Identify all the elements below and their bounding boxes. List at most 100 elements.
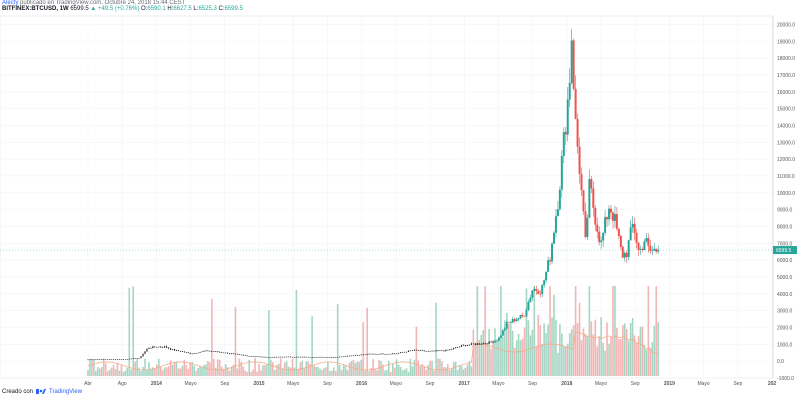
candle-body (584, 211, 587, 237)
candle-body (126, 359, 128, 360)
last-price-badge (773, 246, 797, 255)
candle (228, 353, 231, 355)
candle-body (169, 348, 172, 350)
volume-bar (360, 359, 363, 376)
volume-bar (625, 329, 628, 376)
volume-bar (315, 366, 317, 376)
volume-bar (576, 323, 579, 376)
author-link[interactable]: Alecty (2, 0, 19, 6)
candle-body (541, 285, 544, 294)
candle (462, 344, 465, 346)
candle (246, 355, 248, 357)
candle-body (572, 40, 575, 89)
candle (435, 349, 437, 352)
candle-body (99, 359, 101, 360)
candle (482, 342, 484, 345)
volume-bar (348, 362, 351, 376)
volume-bar (338, 364, 341, 376)
published-text: publicado en TradingView.com, Octubre 24… (20, 0, 186, 6)
candle (110, 359, 113, 360)
volume-bar (557, 352, 559, 376)
volume-bar (509, 321, 512, 376)
candle (352, 355, 355, 357)
candle-body (297, 356, 299, 358)
candle (382, 353, 384, 355)
candle (344, 356, 347, 357)
candle-body (311, 357, 313, 358)
candle (293, 356, 296, 358)
candle-body (493, 340, 496, 343)
candle-body (291, 356, 294, 358)
candle-body (211, 351, 213, 352)
candle-body (425, 351, 427, 352)
candle-body (486, 343, 488, 345)
candle (511, 316, 514, 324)
candle (606, 216, 609, 227)
volume-bar (150, 368, 152, 376)
candle (264, 356, 266, 358)
candle (403, 351, 406, 353)
volume-bar (653, 325, 656, 376)
volume-bar (376, 370, 378, 376)
candle (156, 347, 158, 348)
candle-body (244, 355, 246, 356)
candle (415, 349, 417, 351)
candle (453, 347, 455, 350)
candle (232, 353, 235, 355)
volume-bar (484, 286, 486, 376)
candle-body (350, 355, 353, 357)
candle-body (400, 352, 402, 353)
candle (470, 342, 473, 346)
volume-bar (399, 367, 402, 376)
candle-body (657, 250, 660, 252)
candle (592, 181, 595, 217)
candle-body (503, 328, 506, 331)
volume-bar (295, 289, 298, 376)
volume-bar (346, 370, 349, 376)
volume-bar (478, 339, 481, 376)
candle (215, 350, 217, 352)
volume-bar (492, 339, 494, 376)
candle-body (501, 330, 504, 336)
candle-body (633, 223, 636, 233)
volume-bar (275, 364, 278, 376)
footer: Creado con TradingView (2, 388, 82, 395)
volume-bar (504, 320, 506, 376)
candle-body (472, 343, 474, 345)
candle-body (179, 350, 182, 352)
candle (490, 340, 492, 343)
volume-bar (250, 371, 252, 376)
candle-body (376, 354, 378, 355)
price-candles (0, 29, 773, 361)
candle-body (274, 356, 276, 358)
volume-bar (397, 364, 400, 376)
candle (223, 352, 225, 354)
candle (641, 246, 644, 253)
volume-bar (468, 361, 471, 376)
candle (252, 355, 254, 357)
candle-body (374, 353, 376, 355)
candle (311, 357, 313, 358)
candle (120, 359, 123, 360)
volume-bar (216, 359, 219, 376)
volume-bar (482, 330, 484, 376)
volume-bar (152, 367, 154, 376)
candle (519, 314, 522, 320)
volume-bar (584, 333, 587, 376)
candle-body (588, 179, 591, 218)
candle-body (240, 354, 242, 356)
candle-body (655, 248, 658, 252)
volume-bar (407, 371, 410, 376)
candle (621, 245, 624, 259)
volume-bar (505, 312, 508, 376)
candle (287, 356, 290, 358)
volume-bar (470, 366, 473, 376)
x-tick-label: Mayo (595, 381, 607, 387)
candle (315, 357, 317, 358)
candle-body (407, 350, 410, 352)
volume-bar (586, 335, 589, 376)
tradingview-brand[interactable]: TradingView (49, 388, 83, 395)
candle-body (95, 359, 97, 361)
candle (476, 342, 478, 346)
